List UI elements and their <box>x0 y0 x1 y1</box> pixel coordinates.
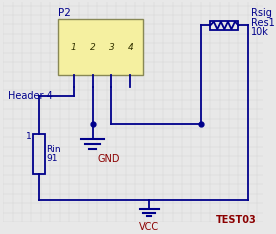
Text: Rsig: Rsig <box>251 8 272 18</box>
Text: 10k: 10k <box>251 27 269 37</box>
Text: Res1: Res1 <box>251 18 274 28</box>
Text: TEST03: TEST03 <box>216 215 257 225</box>
Text: VCC: VCC <box>139 222 159 232</box>
Bar <box>58 19 142 75</box>
Text: 4: 4 <box>128 43 133 51</box>
Bar <box>210 21 238 30</box>
Text: GND: GND <box>97 154 120 164</box>
Text: 1: 1 <box>26 132 31 141</box>
Text: Rin: Rin <box>47 145 61 154</box>
Text: 91: 91 <box>47 154 58 163</box>
Bar <box>33 134 45 174</box>
Text: 1: 1 <box>71 43 77 51</box>
Text: 3: 3 <box>108 43 114 51</box>
Text: Header 4: Header 4 <box>8 91 53 101</box>
Text: 2: 2 <box>90 43 95 51</box>
Text: P2: P2 <box>58 8 71 18</box>
